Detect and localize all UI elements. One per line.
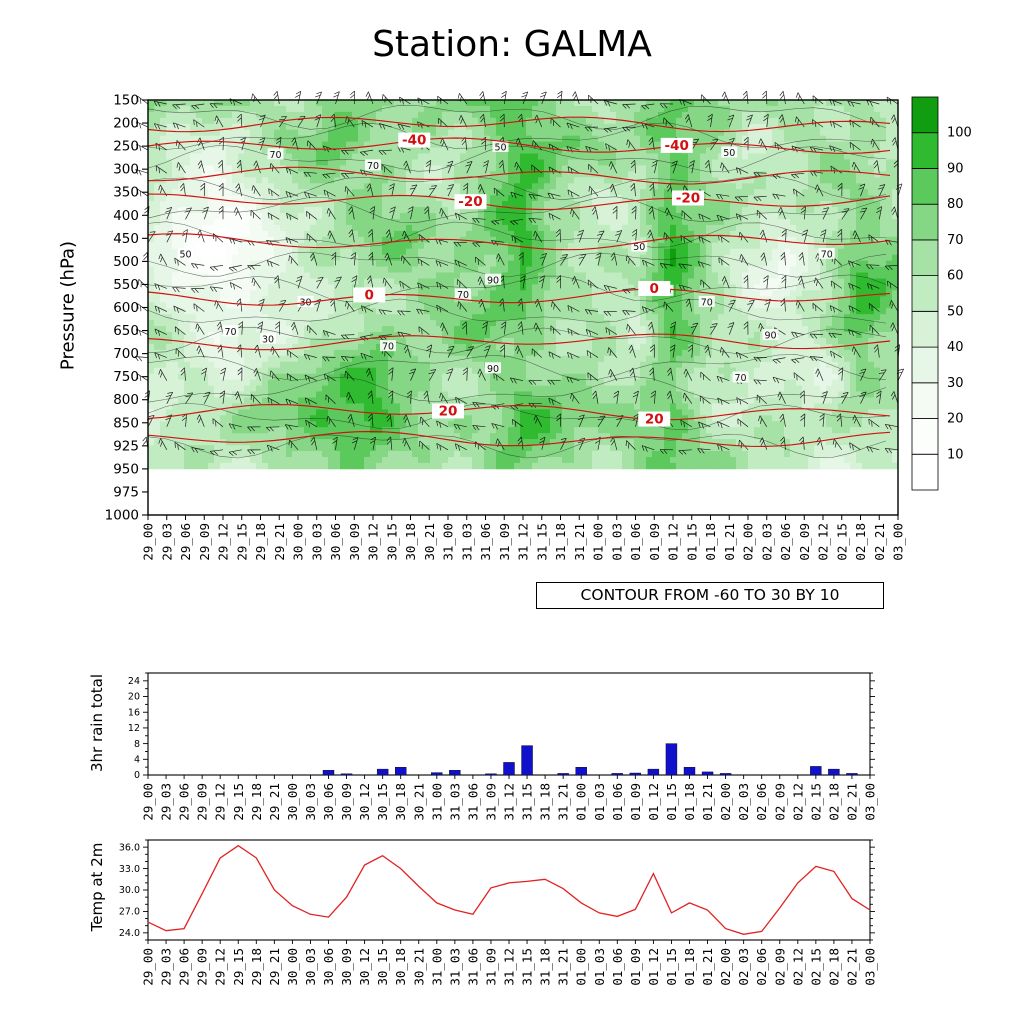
- temp-line: [147, 844, 871, 935]
- wind-barbs: [134, 90, 905, 456]
- rain-bars: [322, 743, 858, 776]
- pressure-time-axes: 1502002503003504004505005506006507007508…: [105, 93, 906, 561]
- contour-note: CONTOUR FROM -60 TO 30 BY 10: [536, 582, 884, 609]
- temp-panel: 24.027.030.033.036.029_00 29_03 29_06 29_09…: [119, 839, 878, 986]
- chart-title: Station: GALMA: [372, 24, 652, 65]
- temperature-contours: [147, 116, 891, 447]
- humidity-heatmap: [148, 100, 899, 470]
